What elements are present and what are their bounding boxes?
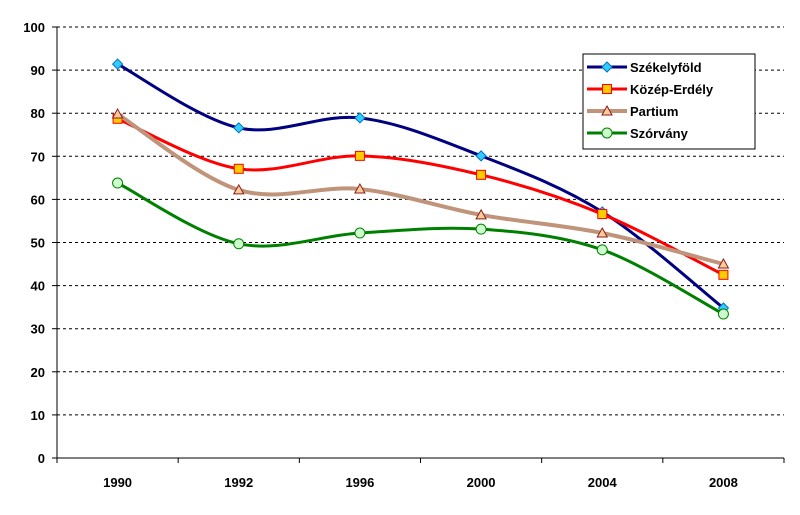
legend-marker xyxy=(601,104,613,116)
data-point xyxy=(475,223,487,235)
series-line-2 xyxy=(116,112,724,266)
legend-label: Partium xyxy=(630,104,678,119)
legend-marker xyxy=(601,127,613,139)
x-tick-label: 2000 xyxy=(467,475,496,490)
y-tick-label: 20 xyxy=(31,365,45,380)
data-point xyxy=(596,226,609,238)
x-tick-label: 2004 xyxy=(588,475,618,490)
data-point xyxy=(354,150,365,161)
x-tick-label: 1996 xyxy=(345,475,374,490)
legend-label: Közép-Erdély xyxy=(630,82,714,97)
x-tick-label: 2008 xyxy=(709,475,738,490)
y-tick-label: 100 xyxy=(23,20,45,35)
data-point xyxy=(717,258,730,269)
data-point xyxy=(233,163,244,174)
y-tick-label: 90 xyxy=(31,63,45,78)
series-line-1 xyxy=(117,117,725,277)
x-tick-label: 1990 xyxy=(103,475,132,490)
series-line-3 xyxy=(116,181,725,316)
data-point xyxy=(354,227,366,239)
data-point xyxy=(717,308,729,320)
data-point xyxy=(718,269,729,280)
data-point xyxy=(112,177,124,189)
y-tick-label: 70 xyxy=(31,149,45,164)
data-point xyxy=(475,208,487,220)
y-tick-label: 30 xyxy=(31,322,45,337)
x-tick-label: 1992 xyxy=(224,475,253,490)
data-point xyxy=(476,169,487,180)
data-point xyxy=(354,183,366,194)
legend-marker xyxy=(601,61,613,73)
data-point xyxy=(233,238,245,250)
series-line-0 xyxy=(116,62,725,310)
legend-label: Székelyföld xyxy=(630,60,702,75)
data-point xyxy=(111,108,124,119)
y-tick-label: 10 xyxy=(31,408,45,423)
legend-marker xyxy=(602,84,612,94)
data-point xyxy=(233,122,245,134)
data-point xyxy=(597,209,608,220)
data-point xyxy=(232,183,245,195)
y-tick-label: 40 xyxy=(31,279,45,294)
y-tick-label: 0 xyxy=(38,451,45,466)
y-tick-label: 60 xyxy=(31,192,45,207)
data-point xyxy=(354,112,366,124)
y-tick-label: 80 xyxy=(31,106,45,121)
data-point xyxy=(111,58,124,70)
y-tick-label: 50 xyxy=(31,236,45,251)
data-point xyxy=(596,244,608,256)
legend-label: Szórvány xyxy=(630,126,689,141)
data-point xyxy=(475,150,487,162)
